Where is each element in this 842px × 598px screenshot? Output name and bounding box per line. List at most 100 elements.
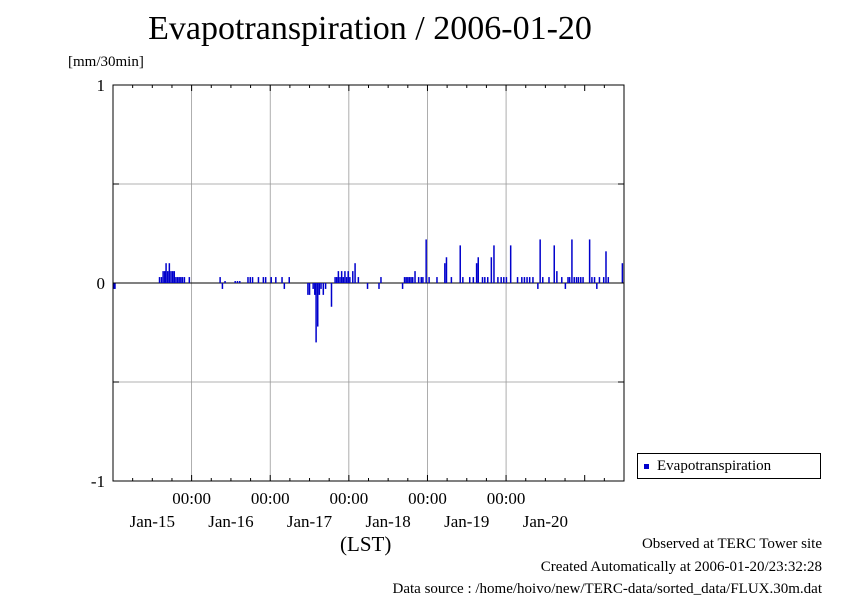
data-bar	[366, 283, 369, 289]
data-bar	[176, 277, 179, 283]
data-bar	[175, 277, 177, 283]
axis-ticks	[113, 84, 624, 482]
data-bar	[114, 283, 116, 289]
data-bar	[561, 277, 563, 283]
data-bar	[318, 283, 321, 295]
data-bar	[165, 263, 167, 283]
data-bar	[316, 283, 319, 327]
x-date-label: Jan-19	[444, 512, 489, 531]
data-bar	[322, 283, 325, 295]
bar-series	[113, 239, 624, 343]
data-bar	[257, 277, 260, 283]
y-axis-units: [mm/30min]	[68, 54, 144, 70]
data-bar	[345, 277, 348, 283]
data-bar	[168, 263, 171, 283]
data-bar	[339, 277, 341, 283]
data-bar	[408, 277, 411, 283]
x-axis-label: (LST)	[340, 532, 392, 556]
data-bar	[403, 277, 406, 283]
legend: Evapotranspiration	[637, 453, 821, 479]
legend-swatch	[644, 463, 649, 469]
data-bar	[312, 283, 314, 289]
y-tick-label: 0	[97, 274, 106, 293]
data-bar	[334, 277, 336, 283]
data-bar	[521, 277, 523, 283]
x-date-label: Jan-15	[130, 512, 175, 531]
data-bar	[219, 277, 221, 283]
data-bar	[422, 277, 424, 283]
data-bar	[444, 263, 446, 283]
data-bar	[493, 245, 495, 283]
data-bar	[436, 277, 438, 283]
data-bar	[401, 283, 404, 289]
data-bar	[425, 239, 427, 283]
data-bar	[607, 277, 610, 283]
data-bar	[342, 277, 345, 283]
data-bar	[164, 271, 166, 283]
x-date-label: Jan-16	[208, 512, 253, 531]
data-bar	[462, 277, 464, 283]
data-bar	[414, 271, 416, 283]
data-bar	[505, 277, 508, 283]
data-bar	[170, 271, 172, 283]
data-bar	[450, 277, 453, 283]
data-bar	[407, 277, 409, 283]
data-bar	[588, 239, 591, 283]
data-bar	[171, 271, 174, 283]
x-date-label: Jan-20	[523, 512, 568, 531]
data-bar	[160, 277, 163, 283]
data-bar	[445, 257, 448, 283]
data-bar	[484, 277, 486, 283]
data-bar	[591, 277, 593, 283]
data-bar	[283, 283, 286, 289]
data-bar	[344, 271, 346, 283]
data-bar	[420, 277, 423, 283]
data-bar	[281, 277, 283, 283]
data-bar	[539, 239, 541, 283]
data-bar	[580, 277, 582, 283]
footer-created: Created Automatically at 2006-01-20/23:3…	[540, 559, 822, 575]
data-bar	[410, 277, 412, 283]
data-bar	[537, 283, 539, 289]
grid-lines	[113, 85, 624, 481]
data-bar	[605, 251, 607, 283]
x-time-label: 00:00	[251, 489, 290, 508]
data-bar	[224, 281, 226, 283]
data-bar	[178, 277, 180, 283]
data-bar	[335, 277, 338, 283]
y-tick-label: -1	[91, 472, 105, 491]
data-bar	[315, 283, 317, 343]
data-bar	[542, 277, 544, 283]
data-bar	[568, 277, 571, 283]
data-bar	[308, 283, 311, 295]
data-bar	[548, 277, 550, 283]
y-tick-label: 1	[97, 76, 106, 95]
data-bar	[347, 271, 349, 283]
data-bar	[357, 277, 360, 283]
x-date-label: Jan-17	[287, 512, 333, 531]
data-bar	[270, 277, 272, 283]
data-bar	[307, 283, 309, 295]
data-bar	[575, 277, 578, 283]
data-bar	[468, 277, 471, 283]
data-bar	[553, 245, 555, 283]
data-bar	[262, 277, 265, 283]
data-bar	[459, 245, 461, 283]
data-bar	[516, 277, 519, 283]
data-bar	[354, 263, 356, 283]
x-time-label: 00:00	[487, 489, 526, 508]
data-bar	[532, 277, 534, 283]
x-time-label: 00:00	[329, 489, 368, 508]
data-bar	[593, 277, 596, 283]
data-bar	[582, 277, 584, 283]
data-bar	[596, 283, 598, 289]
chart-title: Evapotranspiration / 2006-01-20	[148, 10, 592, 47]
footer-site: Observed at TERC Tower site	[641, 536, 822, 552]
data-bar	[490, 257, 493, 283]
legend-label: Evapotranspiration	[657, 457, 772, 474]
data-bar	[249, 277, 252, 283]
data-bar	[405, 277, 407, 283]
data-bar	[251, 277, 254, 283]
data-bar	[602, 277, 605, 283]
data-bar	[236, 281, 239, 283]
